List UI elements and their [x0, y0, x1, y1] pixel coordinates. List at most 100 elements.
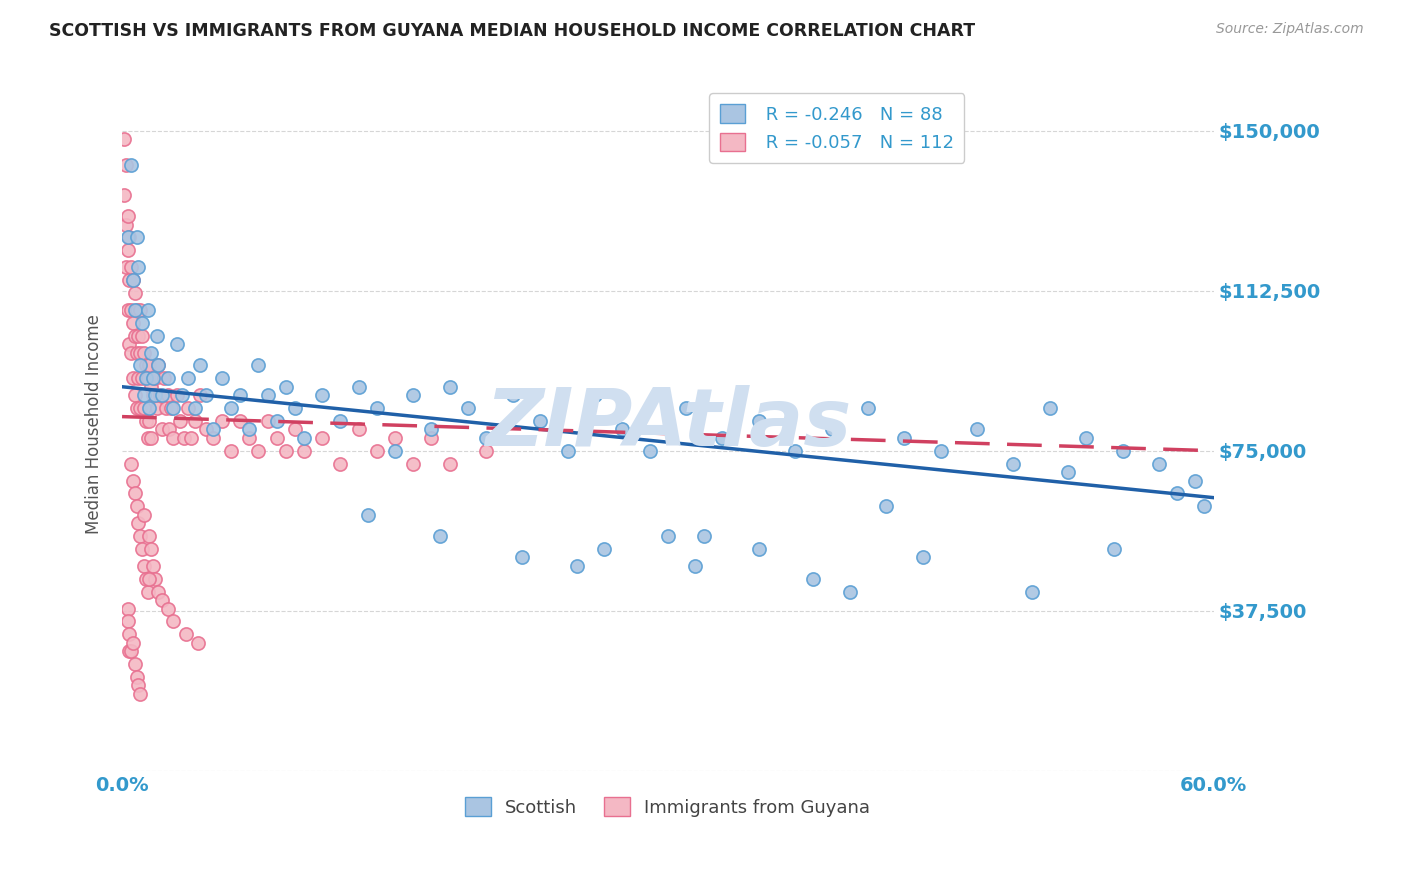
Point	[256, 414, 278, 428]
Point	[565, 558, 588, 573]
Point	[202, 431, 225, 445]
Point	[176, 401, 198, 415]
Point	[129, 359, 152, 373]
Point	[122, 371, 145, 385]
Point	[557, 443, 579, 458]
Point	[366, 443, 388, 458]
Point	[510, 550, 533, 565]
Point	[748, 414, 770, 428]
Point	[194, 388, 217, 402]
Point	[675, 401, 697, 415]
Point	[131, 316, 153, 330]
Point	[266, 414, 288, 428]
Point	[174, 627, 197, 641]
Point	[118, 644, 141, 658]
Point	[188, 359, 211, 373]
Point	[1102, 541, 1125, 556]
Point	[160, 401, 183, 415]
Point	[683, 558, 706, 573]
Point	[127, 371, 149, 385]
Point	[124, 657, 146, 671]
Point	[188, 388, 211, 402]
Point	[347, 380, 370, 394]
Point	[1076, 431, 1098, 445]
Point	[184, 414, 207, 428]
Y-axis label: Median Household Income: Median Household Income	[86, 314, 103, 534]
Point	[120, 457, 142, 471]
Point	[148, 359, 170, 373]
Point	[211, 414, 233, 428]
Point	[117, 244, 139, 258]
Point	[131, 371, 153, 385]
Point	[145, 401, 167, 415]
Point	[929, 443, 952, 458]
Point	[166, 388, 188, 402]
Point	[593, 541, 616, 556]
Point	[143, 572, 166, 586]
Point	[120, 345, 142, 359]
Point	[120, 644, 142, 658]
Point	[145, 328, 167, 343]
Point	[219, 401, 242, 415]
Point	[1057, 465, 1080, 479]
Point	[711, 431, 734, 445]
Point	[127, 516, 149, 531]
Point	[475, 431, 498, 445]
Point	[125, 302, 148, 317]
Point	[118, 273, 141, 287]
Point	[129, 401, 152, 415]
Point	[132, 345, 155, 359]
Point	[125, 230, 148, 244]
Point	[125, 670, 148, 684]
Point	[329, 414, 352, 428]
Point	[114, 158, 136, 172]
Point	[138, 359, 160, 373]
Point	[384, 443, 406, 458]
Point	[420, 422, 443, 436]
Point	[384, 431, 406, 445]
Point	[457, 401, 479, 415]
Point	[136, 584, 159, 599]
Point	[143, 388, 166, 402]
Point	[117, 302, 139, 317]
Point	[329, 457, 352, 471]
Point	[166, 337, 188, 351]
Point	[176, 371, 198, 385]
Point	[184, 401, 207, 415]
Point	[219, 443, 242, 458]
Point	[311, 388, 333, 402]
Point	[132, 558, 155, 573]
Point	[402, 457, 425, 471]
Point	[150, 388, 173, 402]
Point	[141, 541, 163, 556]
Point	[138, 572, 160, 586]
Point	[366, 401, 388, 415]
Point	[132, 388, 155, 402]
Point	[122, 474, 145, 488]
Point	[141, 380, 163, 394]
Point	[136, 431, 159, 445]
Point	[1184, 474, 1206, 488]
Point	[966, 422, 988, 436]
Point	[127, 260, 149, 275]
Point	[120, 302, 142, 317]
Point	[657, 529, 679, 543]
Point	[820, 422, 842, 436]
Point	[150, 593, 173, 607]
Point	[156, 388, 179, 402]
Point	[141, 431, 163, 445]
Point	[129, 302, 152, 317]
Point	[112, 187, 135, 202]
Point	[124, 388, 146, 402]
Point	[229, 414, 252, 428]
Point	[402, 388, 425, 402]
Point	[122, 636, 145, 650]
Point	[172, 388, 194, 402]
Point	[429, 529, 451, 543]
Point	[856, 401, 879, 415]
Text: SCOTTISH VS IMMIGRANTS FROM GUYANA MEDIAN HOUSEHOLD INCOME CORRELATION CHART: SCOTTISH VS IMMIGRANTS FROM GUYANA MEDIA…	[49, 22, 976, 40]
Point	[893, 431, 915, 445]
Point	[284, 401, 307, 415]
Point	[122, 316, 145, 330]
Point	[129, 345, 152, 359]
